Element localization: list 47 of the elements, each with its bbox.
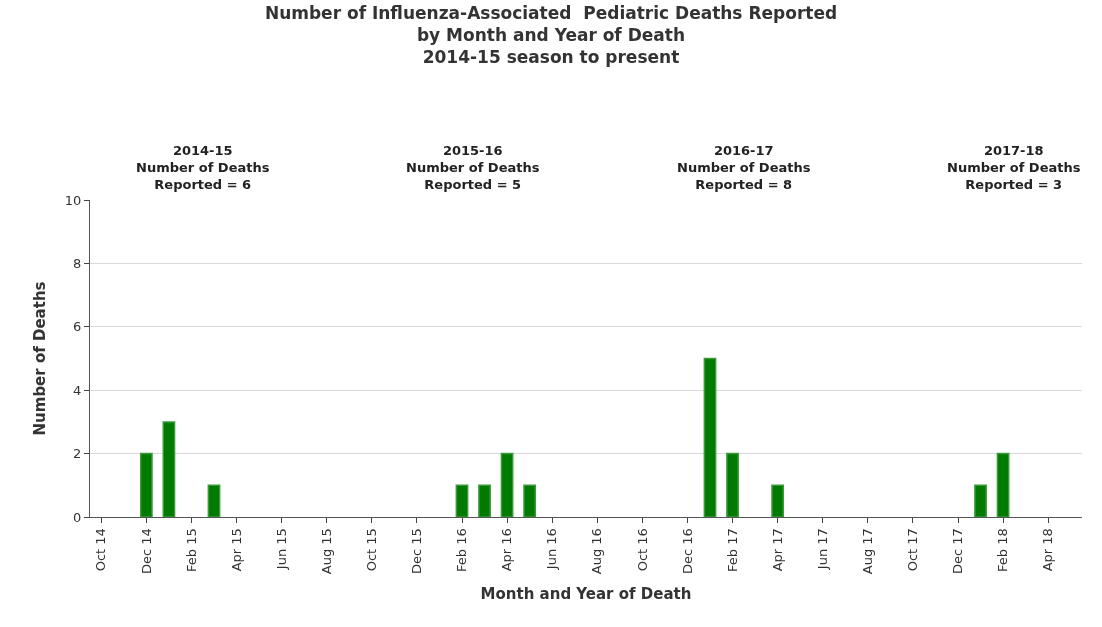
bar — [500, 452, 514, 517]
x-tick-label: Aug 16 — [589, 528, 605, 575]
y-tick-label: 10 — [64, 192, 82, 208]
x-tick-label: Apr 18 — [1040, 528, 1056, 572]
bar — [523, 484, 537, 517]
y-tick-label: 4 — [73, 382, 82, 398]
x-tick-label: Dec 14 — [138, 528, 154, 575]
x-tick-label: Dec 17 — [950, 528, 966, 575]
x-tick-label: Oct 16 — [634, 528, 650, 572]
text: 2017-18 Number of Deaths Reported = 3 — [947, 143, 1081, 192]
x-tick-label: Aug 15 — [318, 528, 334, 575]
x-tick-label: Aug 17 — [860, 528, 876, 575]
y-tick-label: 6 — [73, 319, 82, 335]
text: 2014-15 Number of Deaths Reported = 6 — [136, 143, 270, 192]
x-tick-label: Dec 16 — [679, 528, 695, 575]
bar — [771, 484, 785, 517]
x-tick-label: Feb 18 — [995, 528, 1011, 572]
y-tick-label: 2 — [73, 446, 82, 462]
bar — [162, 421, 176, 517]
x-tick-label: Apr 17 — [769, 528, 785, 572]
x-tick-label: Feb 15 — [183, 528, 199, 572]
x-axis-title: Month and Year of Death — [480, 585, 692, 604]
y-tick-label: 0 — [73, 509, 82, 525]
x-tick-label: Jun 16 — [544, 528, 560, 571]
y-tick-label: 8 — [73, 255, 82, 271]
bar — [703, 357, 717, 517]
text: 2016-17 Number of Deaths Reported = 8 — [677, 143, 811, 192]
x-tick-label: Feb 16 — [454, 528, 470, 572]
x-tick-label: Jun 17 — [814, 528, 830, 571]
x-tick-label: Feb 17 — [724, 528, 740, 572]
y-axis-title: Number of Deaths — [31, 281, 50, 436]
x-tick-label: Apr 16 — [499, 528, 515, 572]
bar — [996, 452, 1010, 517]
bar — [478, 484, 491, 517]
x-tick-label: Jun 15 — [273, 528, 289, 571]
x-tick-label: Oct 15 — [364, 528, 380, 572]
bar — [207, 484, 221, 517]
bar — [455, 484, 469, 517]
bar — [974, 484, 987, 517]
x-tick-label: Dec 15 — [409, 528, 425, 575]
chart-title: Number of Influenza-Associated Pediatric Deaths Reported by Month and Year of Death 2014-15 season to present — [264, 2, 838, 68]
text: 2015-16 Number of Deaths Reported = 5 — [406, 143, 540, 192]
x-tick-label: Oct 17 — [905, 528, 921, 572]
x-tick-label: Apr 15 — [228, 528, 244, 572]
x-tick-label: Oct 14 — [93, 528, 109, 572]
bar — [139, 452, 153, 517]
bar — [726, 452, 739, 517]
